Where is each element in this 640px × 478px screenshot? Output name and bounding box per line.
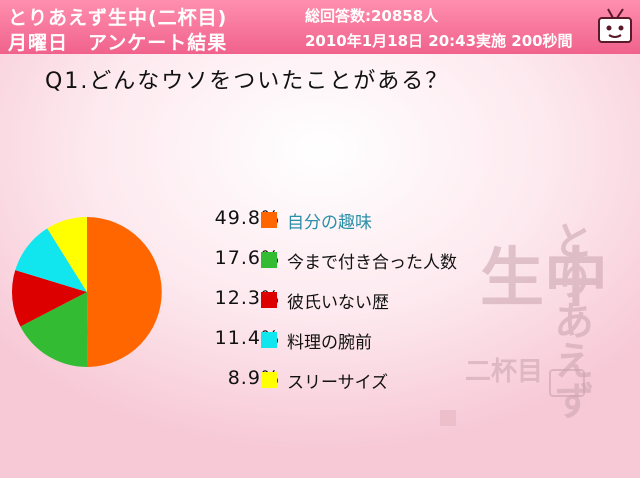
legend-item: 12.3% 彼氏いない歴 [175, 285, 495, 315]
legend-label: スリーサイズ [287, 373, 389, 393]
survey-datetime: 2010年1月18日 20:43実施 200秒間 [305, 32, 573, 50]
pie-slice-3 [12, 270, 87, 327]
legend-label: 自分の趣味 [287, 213, 372, 233]
watermark-line1: とりあえず [547, 220, 593, 420]
survey-subtitle: 月曜日 アンケート結果 [8, 32, 228, 54]
pie-slice-1 [87, 217, 162, 367]
question-text: Q1.どんなウソをついたことがある？ [45, 69, 450, 94]
legend-item: 49.8% 自分の趣味 [175, 205, 495, 235]
pie-slice-5 [47, 217, 87, 292]
pie-slice-2 [20, 292, 88, 367]
survey-title: とりあえず生中(二杯目) [8, 7, 228, 29]
legend-swatch [261, 212, 277, 228]
legend-item: 8.9% スリーサイズ [175, 365, 495, 395]
legend-swatch [261, 252, 277, 268]
legend-item: 17.6% 今まで付き合った人数 [175, 245, 495, 275]
legend-label: 彼氏いない歴 [287, 293, 389, 313]
watermark-tv-icon [549, 369, 585, 397]
legend-label: 今まで付き合った人数 [287, 253, 457, 273]
header-bar: とりあえず生中(二杯目) 月曜日 アンケート結果 総回答数:20858人 201… [0, 0, 640, 54]
watermark-seal-icon [440, 410, 456, 426]
legend-swatch [261, 332, 277, 348]
legend-swatch [261, 292, 277, 308]
watermark-line3: 二杯目 [465, 357, 543, 387]
total-responses: 総回答数:20858人 [305, 7, 439, 25]
legend-item: 11.4% 料理の腕前 [175, 325, 495, 355]
tv-logo-icon [598, 8, 632, 43]
legend-swatch [261, 372, 277, 388]
watermark-logo: とりあえず 生中 二杯目 [440, 220, 608, 426]
pie-slice-4 [15, 228, 87, 292]
legend-label: 料理の腕前 [287, 333, 372, 353]
watermark-line2: 生中 [480, 242, 608, 316]
